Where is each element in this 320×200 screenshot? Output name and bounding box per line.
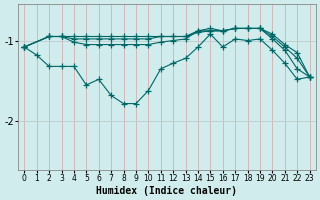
X-axis label: Humidex (Indice chaleur): Humidex (Indice chaleur)	[96, 186, 237, 196]
